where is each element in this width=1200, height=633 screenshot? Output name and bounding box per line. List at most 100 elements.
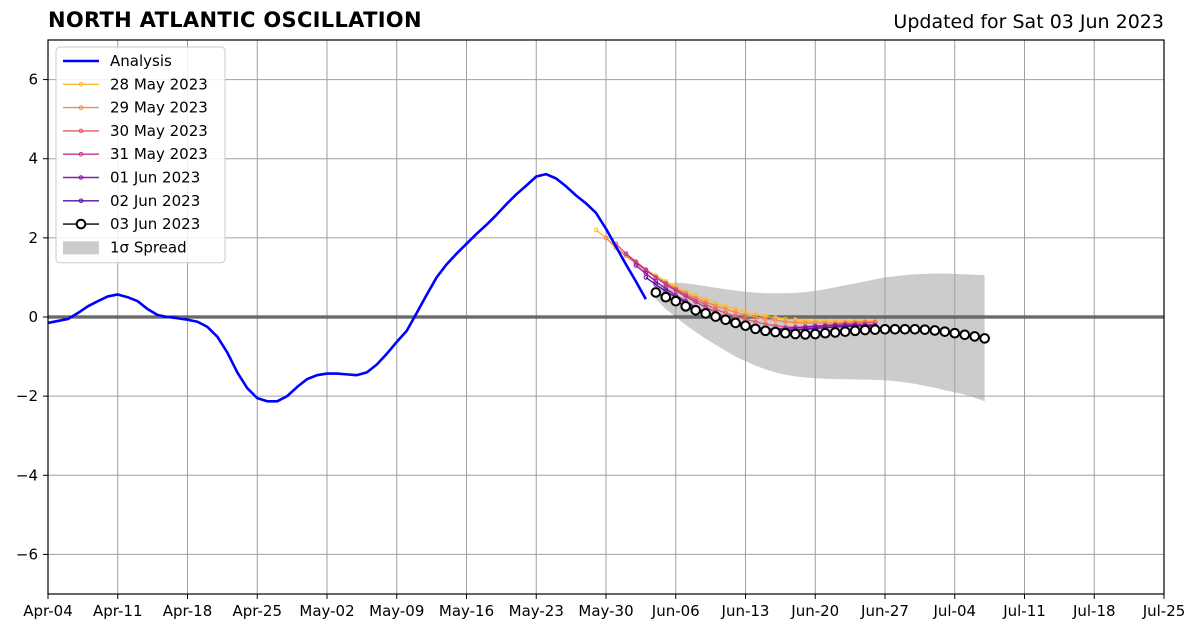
forecast-point xyxy=(693,292,698,298)
legend-label: 31 May 2023 xyxy=(110,145,208,163)
legend-marker xyxy=(78,175,84,180)
forecast-point xyxy=(773,317,778,323)
current-forecast-point xyxy=(670,295,682,307)
current-forecast-point xyxy=(909,323,921,335)
forecast-point xyxy=(753,314,758,320)
analysis-layer xyxy=(47,172,647,403)
current-forecast-point xyxy=(859,324,871,336)
forecast-point xyxy=(763,313,768,319)
grid-layer xyxy=(48,40,1164,594)
current-forecast-point xyxy=(660,291,672,303)
current-forecast-point xyxy=(849,325,861,337)
y-tick-label: −4 xyxy=(16,466,38,484)
current-forecast-point xyxy=(839,326,851,337)
legend-marker xyxy=(78,82,84,87)
forecast-point xyxy=(793,320,798,325)
x-axis-ticks: Apr-04 Apr-11 Apr-18 Apr-25 May-02 May-09 May-… xyxy=(23,594,1185,620)
legend-entry: 03 Jun 2023 xyxy=(63,215,200,233)
x-tick-label: Apr-25 xyxy=(233,602,283,620)
forecast-point xyxy=(603,235,609,241)
legend-marker xyxy=(75,218,87,230)
legend-label: 03 Jun 2023 xyxy=(110,215,200,233)
forecast-point xyxy=(673,288,679,293)
legend-entry: 31 May 2023 xyxy=(63,145,208,163)
forecast-point xyxy=(633,263,639,268)
x-tick-label: Jun-20 xyxy=(790,602,839,620)
forecast-point xyxy=(693,299,698,305)
x-tick-label: Jul-18 xyxy=(1072,602,1116,620)
current-forecast-point xyxy=(790,328,801,340)
forecast-point xyxy=(763,316,768,322)
legend-entry: 01 Jun 2023 xyxy=(63,169,200,187)
x-tick-label: May-23 xyxy=(509,602,564,620)
forecast-point xyxy=(703,296,708,302)
y-axis-ticks: −6 −4 −2 0 2 4 6 xyxy=(16,71,48,563)
legend-label: 30 May 2023 xyxy=(110,122,208,140)
legend-marker xyxy=(78,151,84,157)
legend: Analysis 28 May 2023 29 May 2023 30 May 202… xyxy=(55,46,226,264)
current-forecast-point xyxy=(799,329,811,340)
x-tick-label: May-09 xyxy=(369,602,424,620)
current-forecast-point xyxy=(979,333,990,344)
x-tick-label: Jun-13 xyxy=(721,602,770,620)
legend-label: 01 Jun 2023 xyxy=(110,169,200,187)
x-tick-label: Jul-11 xyxy=(1002,602,1046,620)
current-forecast-point xyxy=(969,331,980,342)
current-forecast-point xyxy=(780,327,791,339)
updated-date: Updated for Sat 03 Jun 2023 xyxy=(893,11,1164,33)
y-tick-label: 2 xyxy=(28,229,38,247)
spread-band xyxy=(655,273,985,402)
forecast-point xyxy=(723,304,728,309)
current-forecast-point xyxy=(949,327,961,339)
legend-marker xyxy=(78,128,84,134)
current-forecast-point xyxy=(650,287,662,298)
x-tick-label: May-30 xyxy=(578,602,633,620)
legend-entry: 02 Jun 2023 xyxy=(63,192,200,210)
legend-label: 02 Jun 2023 xyxy=(110,192,200,210)
legend-entry: Analysis xyxy=(63,52,172,70)
legend-label: 28 May 2023 xyxy=(110,75,208,93)
forecast-point xyxy=(623,251,629,256)
current-forecast-point xyxy=(899,323,911,335)
analysis-line xyxy=(47,172,647,403)
x-tick-label: Apr-04 xyxy=(23,602,73,620)
y-tick-label: −2 xyxy=(16,387,38,405)
x-tick-label: Jun-06 xyxy=(651,602,700,620)
y-tick-label: 4 xyxy=(28,150,38,168)
legend-label: 29 May 2023 xyxy=(110,99,208,117)
current-forecast-point xyxy=(760,325,771,337)
forecast-point xyxy=(713,300,718,306)
legend-label: 1σ Spread xyxy=(110,238,187,256)
legend-marker xyxy=(78,105,84,110)
forecast-point xyxy=(593,227,599,233)
current-forecast-point xyxy=(680,301,692,312)
legend-entry: 30 May 2023 xyxy=(63,122,208,140)
y-tick-label: −6 xyxy=(16,545,38,563)
current-forecast-point xyxy=(690,304,701,316)
current-forecast-point xyxy=(939,326,951,337)
x-tick-label: May-16 xyxy=(439,602,494,620)
current-forecast-point xyxy=(919,324,931,335)
x-tick-label: Apr-18 xyxy=(163,602,213,620)
forecast-point xyxy=(793,317,798,323)
forecast-point xyxy=(663,286,669,291)
legend-entry: 28 May 2023 xyxy=(63,75,208,93)
forecast-point xyxy=(753,319,758,325)
legend-swatch xyxy=(63,241,99,255)
legend-label: Analysis xyxy=(110,52,172,70)
current-forecast-point xyxy=(750,323,761,335)
current-forecast-point xyxy=(959,329,971,341)
legend-marker xyxy=(78,198,84,204)
current-forecast-point xyxy=(740,320,751,332)
legend-entry: 1σ Spread xyxy=(63,238,187,256)
current-forecast-point xyxy=(929,325,941,336)
current-forecast-point xyxy=(829,327,841,338)
forecast-point xyxy=(743,312,748,318)
x-tick-label: Apr-11 xyxy=(93,602,143,620)
legend-box xyxy=(55,46,226,264)
current-forecast-point xyxy=(819,327,831,339)
current-forecast-point xyxy=(770,326,781,338)
current-forecast-point xyxy=(730,317,741,329)
x-tick-label: May-02 xyxy=(299,602,354,620)
